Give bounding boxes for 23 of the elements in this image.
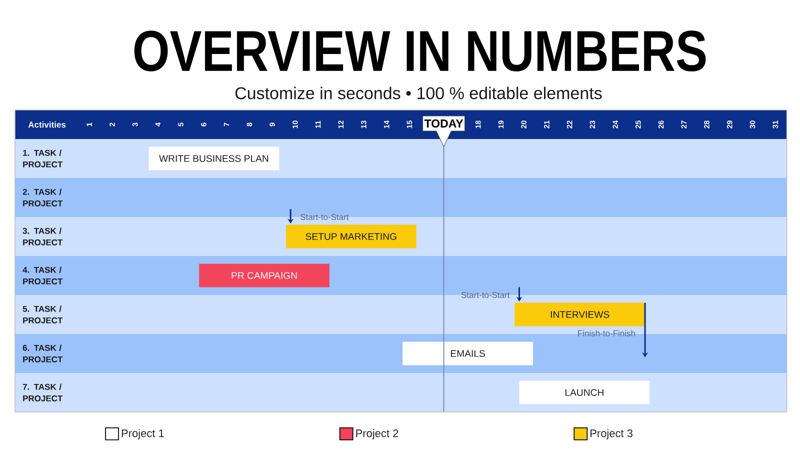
y-axis-title: Activities (28, 121, 66, 128)
legend-label: Project 1 (122, 429, 164, 440)
data-label: SETUP MARKETING (306, 233, 396, 240)
data-label: INTERVIEWS (550, 311, 610, 318)
annotation: Start-to-Start (461, 292, 510, 298)
y-tick-label: 1. TASK / PROJECT (23, 150, 63, 168)
y-tick-label: 6. TASK / PROJECT (22, 344, 63, 362)
y-tick-label: 2. TASK / PROJECT (22, 188, 63, 206)
data-label: LAUNCH (565, 389, 604, 396)
chart-title: OVERVIEW IN NUMBERS (134, 30, 706, 72)
ref-line-label: TODAY (424, 119, 464, 128)
data-label: WRITE BUSINESS PLAN (159, 155, 268, 162)
y-tick-label: 5. TASK / PROJECT (22, 306, 63, 324)
y-tick-label: 3. TASK / PROJECT (22, 228, 63, 246)
data-label: EMAILS (450, 350, 485, 357)
annotation: Start-to-Start (300, 214, 349, 220)
chart-subtitle: Customize in seconds • 100 % editable elements (235, 86, 602, 100)
data-label: PR CAMPAIGN (232, 272, 297, 279)
y-tick-label: 7. TASK / PROJECT (22, 384, 63, 402)
legend-label: Project 3 (590, 429, 632, 440)
annotation: Finish-to-Finish (578, 330, 635, 336)
y-tick-label: 4. TASK / PROJECT (22, 266, 63, 284)
legend-label: Project 2 (356, 429, 398, 440)
